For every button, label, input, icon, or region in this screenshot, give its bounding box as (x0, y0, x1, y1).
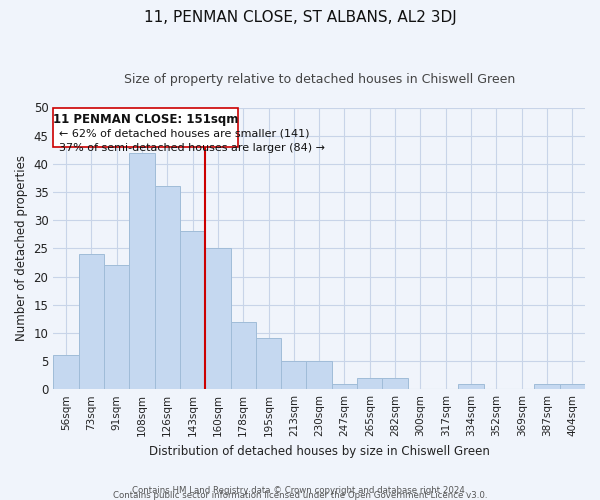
Bar (458, 384, 484, 389)
Bar (79, 254, 104, 389)
Bar (332, 384, 357, 389)
Text: Contains HM Land Registry data © Crown copyright and database right 2024.: Contains HM Land Registry data © Crown c… (132, 486, 468, 495)
Bar (155, 186, 180, 389)
Bar (104, 265, 129, 389)
Text: 11 PENMAN CLOSE: 151sqm: 11 PENMAN CLOSE: 151sqm (53, 113, 238, 126)
Bar (129, 152, 155, 389)
Text: 11, PENMAN CLOSE, ST ALBANS, AL2 3DJ: 11, PENMAN CLOSE, ST ALBANS, AL2 3DJ (143, 10, 457, 25)
Text: 37% of semi-detached houses are larger (84) →: 37% of semi-detached houses are larger (… (59, 142, 325, 152)
Bar (535, 384, 560, 389)
Bar (256, 338, 281, 389)
Bar (357, 378, 382, 389)
FancyBboxPatch shape (53, 108, 238, 147)
Text: Contains public sector information licensed under the Open Government Licence v3: Contains public sector information licen… (113, 490, 487, 500)
Bar (205, 248, 230, 389)
Bar (307, 361, 332, 389)
Bar (180, 232, 205, 389)
X-axis label: Distribution of detached houses by size in Chiswell Green: Distribution of detached houses by size … (149, 444, 490, 458)
Bar (281, 361, 307, 389)
Bar (230, 322, 256, 389)
Title: Size of property relative to detached houses in Chiswell Green: Size of property relative to detached ho… (124, 72, 515, 86)
Bar (560, 384, 585, 389)
Bar (382, 378, 408, 389)
Text: ← 62% of detached houses are smaller (141): ← 62% of detached houses are smaller (14… (59, 128, 309, 138)
Y-axis label: Number of detached properties: Number of detached properties (15, 156, 28, 342)
Bar (53, 356, 79, 389)
